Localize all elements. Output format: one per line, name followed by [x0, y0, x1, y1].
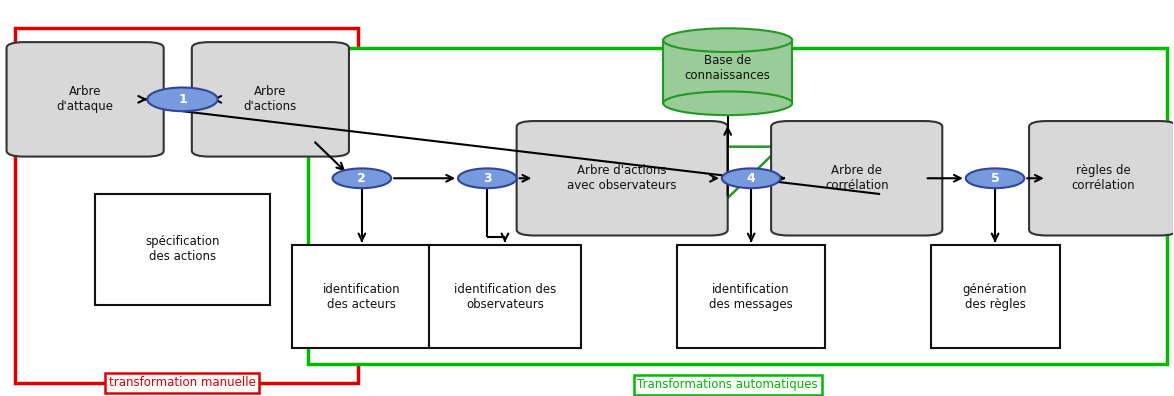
- Text: 5: 5: [991, 172, 999, 185]
- Circle shape: [332, 168, 391, 188]
- Text: Arbre de
corrélation: Arbre de corrélation: [825, 164, 889, 192]
- Text: Base de
connaissances: Base de connaissances: [684, 54, 770, 82]
- Text: Transformations automatiques: Transformations automatiques: [637, 378, 818, 391]
- Text: 1: 1: [178, 93, 187, 106]
- FancyBboxPatch shape: [771, 121, 943, 236]
- Text: génération
des règles: génération des règles: [963, 283, 1027, 310]
- FancyBboxPatch shape: [429, 246, 581, 348]
- FancyBboxPatch shape: [15, 29, 358, 383]
- FancyBboxPatch shape: [663, 40, 792, 103]
- FancyBboxPatch shape: [931, 246, 1060, 348]
- Circle shape: [966, 168, 1025, 188]
- Text: identification
des messages: identification des messages: [709, 283, 794, 310]
- FancyBboxPatch shape: [191, 42, 349, 156]
- FancyBboxPatch shape: [291, 246, 432, 348]
- Ellipse shape: [663, 29, 792, 52]
- Text: spécification
des actions: spécification des actions: [146, 235, 220, 263]
- Ellipse shape: [663, 91, 792, 115]
- Text: 4: 4: [747, 172, 756, 185]
- Text: Arbre
d'actions: Arbre d'actions: [244, 86, 297, 113]
- FancyBboxPatch shape: [677, 246, 825, 348]
- Text: Arbre
d'attaque: Arbre d'attaque: [56, 86, 114, 113]
- FancyBboxPatch shape: [7, 42, 163, 156]
- Text: 2: 2: [358, 172, 366, 185]
- Circle shape: [458, 168, 517, 188]
- Circle shape: [147, 88, 217, 111]
- FancyBboxPatch shape: [1030, 121, 1174, 236]
- Circle shape: [722, 168, 781, 188]
- Text: identification
des acteurs: identification des acteurs: [323, 283, 400, 310]
- FancyBboxPatch shape: [308, 48, 1167, 364]
- Text: règles de
corrélation: règles de corrélation: [1071, 164, 1135, 192]
- Text: identification des
observateurs: identification des observateurs: [454, 283, 556, 310]
- FancyBboxPatch shape: [517, 121, 728, 236]
- Text: 3: 3: [483, 172, 492, 185]
- Text: transformation manuelle: transformation manuelle: [109, 376, 256, 389]
- FancyBboxPatch shape: [94, 194, 270, 305]
- Polygon shape: [675, 147, 781, 198]
- Text: Arbre d'actions
avec observateurs: Arbre d'actions avec observateurs: [567, 164, 677, 192]
